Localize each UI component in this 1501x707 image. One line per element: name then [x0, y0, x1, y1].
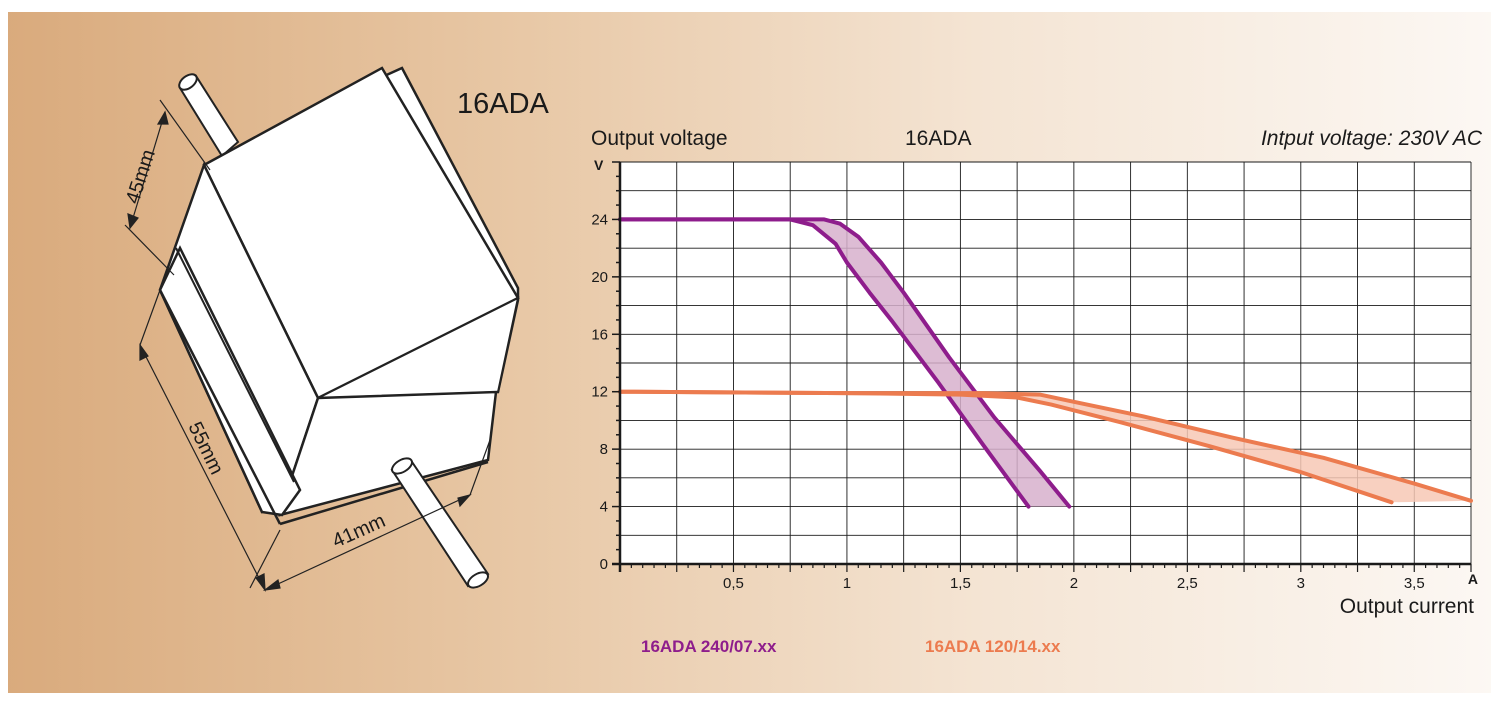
legend-series-1: 16ADA 240/07.xx [641, 637, 777, 656]
dimension-height-label: 45mm [122, 147, 160, 207]
legend-series-2: 16ADA 120/14.xx [925, 637, 1061, 656]
left-border [0, 0, 8, 707]
x-tick-label: 2 [1070, 575, 1078, 592]
adapter-illustration [158, 66, 520, 589]
dimension-length-label: 55mm [184, 419, 228, 479]
series-line-upper-2 [618, 389, 1473, 503]
series-band-2 [620, 391, 1471, 503]
series-line-lower-1 [618, 217, 1031, 509]
axes [612, 161, 1472, 572]
x-axis-unit: A [1468, 571, 1478, 587]
y-tick-label: 12 [591, 384, 608, 401]
product-title: 16ADA [457, 88, 549, 120]
grid [620, 161, 1472, 564]
top-border [0, 0, 1501, 12]
chart: 0 4 8 12 16 20 24 0,5 1 1,5 2 2,5 3 3,5 Output voltag… [591, 127, 1483, 656]
right-border [1491, 0, 1501, 707]
series-line-upper-1 [618, 217, 1072, 509]
adapter-left-face [158, 245, 302, 517]
dimension-lines [124, 99, 491, 592]
y-tick-label: 0 [600, 556, 608, 573]
bottom-border [0, 693, 1501, 707]
y-tick-label: 24 [591, 211, 608, 228]
x-tick-label: 1,5 [950, 575, 971, 592]
y-axis-title: Output voltage [591, 127, 728, 150]
series-lines [618, 217, 1473, 509]
y-tick-label: 16 [591, 326, 608, 343]
x-tick-label: 2,5 [1177, 575, 1198, 592]
x-tick-label: 3 [1297, 575, 1305, 592]
series-bands [620, 219, 1471, 507]
input-voltage-note: Intput voltage: 230V AC [1261, 127, 1483, 150]
y-tick-label: 20 [591, 269, 608, 286]
tick-labels: 0 4 8 12 16 20 24 0,5 1 1,5 2 2,5 3 3,5 [591, 211, 1424, 592]
y-tick-label: 8 [600, 441, 608, 458]
x-tick-label: 3,5 [1404, 575, 1425, 592]
chart-title: 16ADA [905, 127, 972, 150]
x-tick-label: 1 [843, 575, 851, 592]
x-axis-title: Output current [1340, 595, 1474, 618]
y-axis-unit: V [594, 157, 604, 173]
adapter-top-pin-end [178, 73, 198, 91]
x-tick-label: 0,5 [723, 575, 744, 592]
y-tick-label: 4 [600, 499, 608, 516]
series-band-1 [620, 219, 1070, 507]
